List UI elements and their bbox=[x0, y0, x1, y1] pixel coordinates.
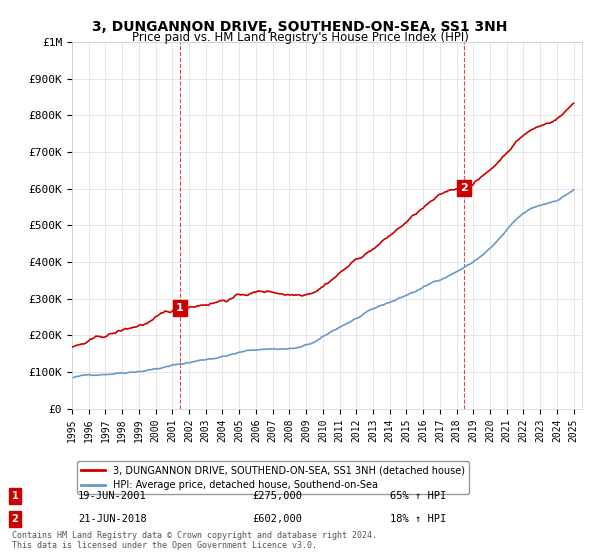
Text: £602,000: £602,000 bbox=[252, 514, 302, 524]
Text: Price paid vs. HM Land Registry's House Price Index (HPI): Price paid vs. HM Land Registry's House … bbox=[131, 31, 469, 44]
Text: 21-JUN-2018: 21-JUN-2018 bbox=[78, 514, 147, 524]
Legend: 3, DUNGANNON DRIVE, SOUTHEND-ON-SEA, SS1 3NH (detached house), HPI: Average pric: 3, DUNGANNON DRIVE, SOUTHEND-ON-SEA, SS1… bbox=[77, 461, 469, 494]
Text: 3, DUNGANNON DRIVE, SOUTHEND-ON-SEA, SS1 3NH: 3, DUNGANNON DRIVE, SOUTHEND-ON-SEA, SS1… bbox=[92, 20, 508, 34]
Text: 1: 1 bbox=[11, 491, 19, 501]
Text: 65% ↑ HPI: 65% ↑ HPI bbox=[390, 491, 446, 501]
Text: Contains HM Land Registry data © Crown copyright and database right 2024.
This d: Contains HM Land Registry data © Crown c… bbox=[12, 530, 377, 550]
Text: 2: 2 bbox=[11, 514, 19, 524]
Text: £275,000: £275,000 bbox=[252, 491, 302, 501]
Text: 18% ↑ HPI: 18% ↑ HPI bbox=[390, 514, 446, 524]
Text: 1: 1 bbox=[176, 303, 184, 313]
Text: 2: 2 bbox=[460, 183, 468, 193]
Text: 19-JUN-2001: 19-JUN-2001 bbox=[78, 491, 147, 501]
